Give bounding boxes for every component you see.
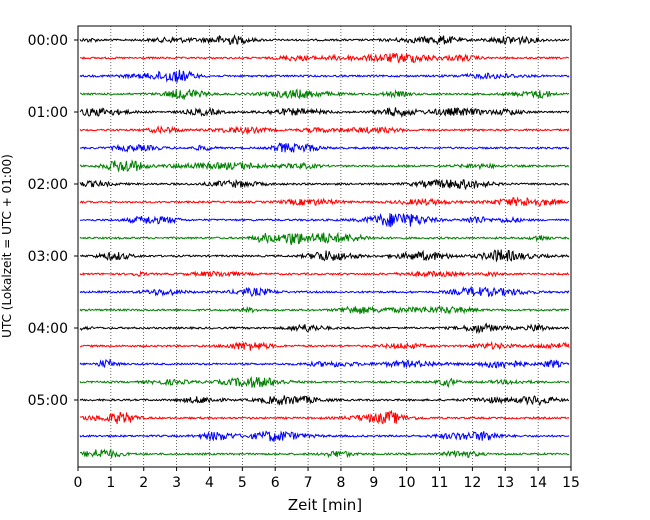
seismic-trace [79, 285, 570, 298]
seismic-trace [79, 52, 570, 64]
seismic-trace [79, 395, 570, 407]
x-tick-label: 9 [369, 475, 378, 491]
seismic-trace [79, 249, 570, 263]
x-tick-label: 2 [139, 475, 148, 491]
y-tick-label: 03:00 [28, 249, 68, 265]
seismic-trace [79, 69, 570, 83]
seismic-trace [79, 178, 570, 191]
y-tick-label: 01:00 [28, 105, 68, 121]
y-axis-title: UTC (Lokalzeit = UTC + 01:00) [0, 154, 14, 338]
y-tick-label: 04:00 [28, 321, 68, 337]
seismic-trace [79, 270, 570, 278]
x-tick-label: 8 [336, 475, 345, 491]
x-tick-label: 10 [398, 475, 416, 491]
plot-frame [77, 25, 572, 468]
x-tick-label: 0 [74, 475, 83, 491]
seismic-trace [79, 305, 570, 315]
seismic-trace [79, 409, 570, 425]
traces [79, 34, 570, 459]
seismic-trace [79, 125, 570, 136]
x-tick-label: 12 [463, 475, 481, 491]
y-axis: 00:00 01:00 02:00 03:00 04:00 05:00 [28, 33, 78, 409]
seismic-trace [79, 231, 570, 245]
seismic-trace [79, 322, 570, 335]
x-tick-label: 11 [431, 475, 449, 491]
y-tick-label: 00:00 [28, 33, 68, 49]
seismic-trace [79, 88, 570, 100]
x-tick-label: 14 [529, 475, 547, 491]
y-tick-label: 05:00 [28, 393, 68, 409]
x-tick-label: 5 [238, 475, 247, 491]
seismic-trace [79, 159, 570, 172]
seismic-trace [79, 106, 570, 119]
x-tick-label: 15 [562, 475, 580, 491]
y-tick-label: 02:00 [28, 177, 68, 193]
x-tick-label: 4 [205, 475, 214, 491]
x-tick-label: 3 [172, 475, 181, 491]
x-axis-title: Zeit [min] [288, 496, 362, 514]
x-tick-label: 7 [304, 475, 313, 491]
seismic-trace [79, 430, 570, 442]
x-tick-label: 6 [271, 475, 280, 491]
seismic-trace [79, 34, 570, 46]
seismic-trace [79, 212, 570, 228]
seismic-trace [79, 358, 570, 369]
seismic-trace [79, 196, 570, 208]
x-axis: 0 1 2 3 4 5 6 7 8 9 10 11 12 13 14 15 [74, 467, 580, 491]
seismic-trace [80, 340, 570, 351]
x-tick-label: 1 [106, 475, 115, 491]
seismic-trace [79, 448, 570, 459]
x-tick-label: 13 [496, 475, 514, 491]
seismic-trace [80, 142, 570, 153]
seismic-trace [79, 375, 570, 388]
